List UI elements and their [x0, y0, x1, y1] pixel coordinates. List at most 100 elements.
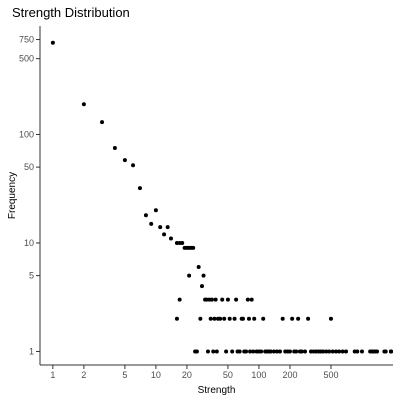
data-point [201, 273, 206, 278]
data-point [234, 297, 239, 302]
axes: 1 2 5 10 20 50 100 200 500 1 5 10 50 100 500 750 [19, 26, 393, 380]
data-point [122, 158, 127, 163]
y-tick-label: 100 [19, 129, 34, 139]
data-points [50, 40, 393, 354]
data-point [187, 273, 192, 278]
data-point [275, 349, 280, 354]
data-point [268, 349, 273, 354]
data-point [306, 316, 311, 321]
x-tick-label: 20 [182, 370, 192, 380]
y-tick-label: 50 [24, 162, 34, 172]
data-point [149, 221, 154, 226]
data-point [230, 349, 235, 354]
data-point [100, 120, 105, 125]
data-point [222, 316, 227, 321]
data-point [137, 186, 142, 191]
data-point [290, 316, 295, 321]
data-point [214, 349, 219, 354]
data-point [383, 349, 388, 354]
data-point [248, 349, 253, 354]
data-point [246, 316, 251, 321]
data-point [259, 349, 264, 354]
data-point [340, 349, 345, 354]
data-point [324, 349, 329, 354]
data-point [213, 297, 218, 302]
data-point [249, 297, 254, 302]
data-point [337, 349, 342, 354]
data-point [199, 284, 204, 289]
data-point [50, 40, 55, 45]
y-tick-label: 750 [19, 35, 34, 45]
x-tick-label: 50 [223, 370, 233, 380]
data-point [191, 245, 196, 250]
data-point [212, 316, 217, 321]
data-point [162, 232, 167, 237]
data-point [321, 349, 326, 354]
x-tick-label: 10 [151, 370, 161, 380]
data-point [355, 349, 360, 354]
data-point [299, 349, 304, 354]
y-tick-label: 10 [24, 238, 34, 248]
data-point [227, 316, 232, 321]
data-point [277, 349, 282, 354]
x-tick-label: 5 [122, 370, 127, 380]
data-point [153, 208, 158, 213]
data-point [375, 349, 380, 354]
x-tick-label: 2 [81, 370, 86, 380]
data-point [280, 316, 285, 321]
data-point [180, 240, 185, 245]
data-point [194, 349, 199, 354]
data-point [296, 316, 301, 321]
data-point [344, 349, 349, 354]
data-point [240, 316, 245, 321]
data-point [205, 349, 210, 354]
y-tick-label: 5 [29, 271, 34, 281]
data-point [328, 316, 333, 321]
data-point [251, 349, 256, 354]
data-point [244, 349, 249, 354]
data-point [389, 349, 393, 354]
data-point [168, 236, 173, 241]
x-tick-label: 100 [251, 370, 266, 380]
data-point [218, 316, 223, 321]
data-point [131, 163, 136, 168]
data-point [261, 316, 266, 321]
data-point [287, 349, 292, 354]
data-point [165, 225, 170, 230]
data-point [294, 349, 299, 354]
chart-title: Strength Distribution [12, 5, 130, 20]
data-point [204, 297, 209, 302]
data-point [272, 349, 277, 354]
data-point [143, 213, 148, 218]
y-tick-label: 1 [29, 346, 34, 356]
data-point [232, 316, 237, 321]
x-axis-label: Strength [198, 385, 236, 396]
data-point [252, 316, 257, 321]
x-tick-label: 200 [282, 370, 297, 380]
data-point [224, 349, 229, 354]
data-point [208, 316, 213, 321]
x-tick-label: 500 [323, 370, 338, 380]
y-axis-label: Frequency [7, 172, 18, 219]
data-point [327, 349, 332, 354]
data-point [330, 349, 335, 354]
data-point [177, 297, 182, 302]
data-point [211, 349, 216, 354]
data-point [209, 297, 214, 302]
data-point [198, 316, 203, 321]
data-point [245, 297, 250, 302]
data-point [303, 349, 308, 354]
data-point [220, 297, 225, 302]
data-point [225, 297, 230, 302]
data-point [359, 349, 364, 354]
y-tick-label: 500 [19, 54, 34, 64]
data-point [158, 225, 163, 230]
data-point [237, 349, 242, 354]
data-point [112, 146, 117, 151]
data-point [174, 316, 179, 321]
data-point [81, 102, 86, 107]
data-point [196, 265, 201, 270]
x-tick-label: 1 [50, 370, 55, 380]
